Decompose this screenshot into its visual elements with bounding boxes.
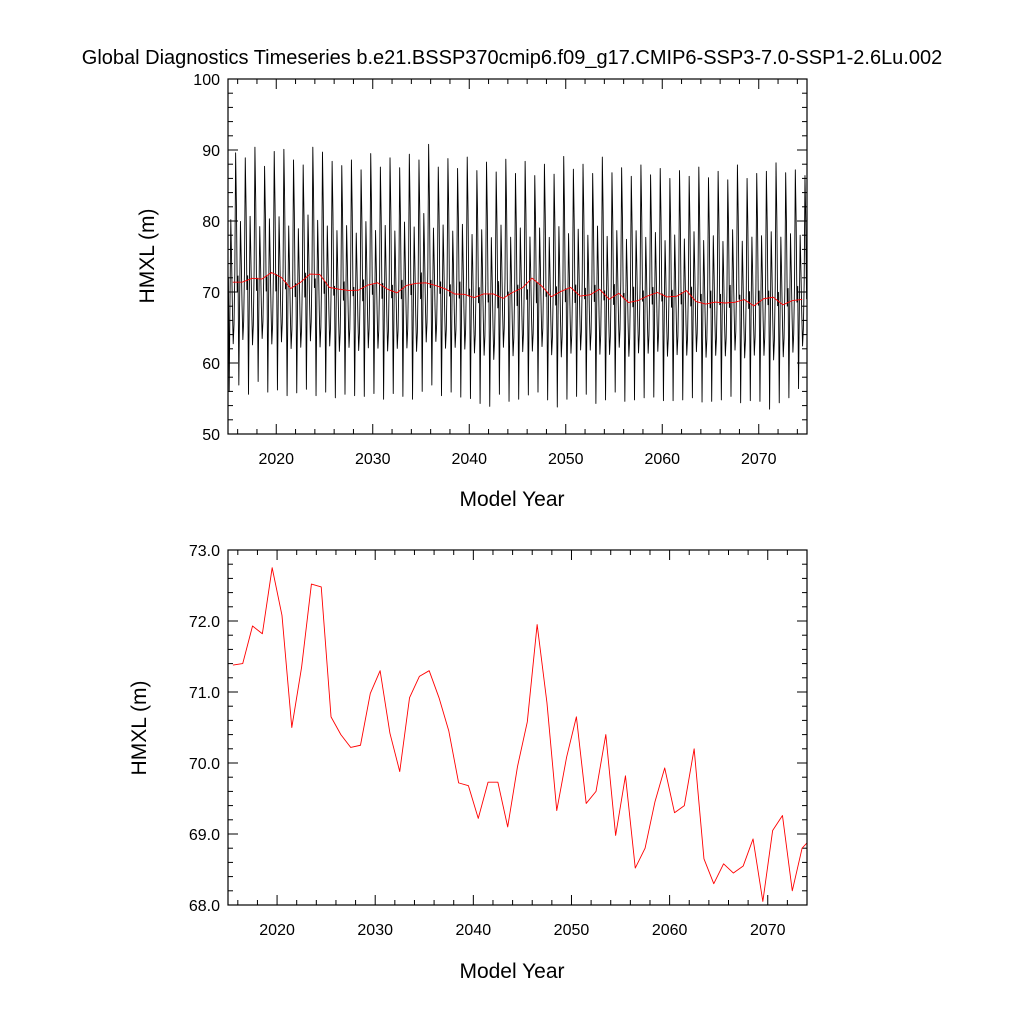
x-tick-label: 2060 [652, 922, 688, 939]
top-plot-frame [227, 78, 808, 435]
x-tick-label: 2040 [456, 922, 492, 939]
x-tick-label: 2030 [357, 922, 393, 939]
y-tick-label: 80 [202, 214, 220, 231]
y-tick-label: 71.0 [189, 685, 220, 702]
y-tick-label: 73.0 [189, 543, 220, 560]
y-tick-label: 70 [202, 285, 220, 302]
y-tick-label: 50 [202, 427, 220, 444]
bottom-panel: 2020 2030 2040 2050 2060 2070 68.0 69.0 70.0 71.0… [128, 543, 808, 983]
x-tick-label: 2040 [451, 451, 487, 468]
top-y-axis-label: HMXL (m) [136, 209, 159, 304]
chart-title: Global Diagnostics Timeseries b.e21.BSSP… [82, 47, 942, 69]
x-tick-label: 2070 [741, 451, 777, 468]
top-panel: 2020 2030 2040 2050 2060 2070 50 60 70 80 90 100 Mo… [136, 72, 808, 511]
y-tick-label: 70.0 [189, 756, 220, 773]
y-tick-label: 68.0 [189, 898, 220, 915]
x-tick-label: 2070 [750, 922, 786, 939]
bottom-x-axis-label: Model Year [459, 960, 564, 983]
x-tick-label: 2030 [355, 451, 391, 468]
y-tick-label: 90 [202, 143, 220, 160]
x-tick-label: 2060 [644, 451, 680, 468]
x-tick-label: 2050 [554, 922, 590, 939]
bottom-y-axis-label: HMXL (m) [128, 681, 151, 776]
y-tick-label: 72.0 [189, 614, 220, 631]
annual-mean-series-line [232, 567, 807, 902]
y-tick-label: 100 [193, 72, 220, 89]
bottom-plot-frame [227, 549, 808, 906]
x-tick-label: 2050 [548, 451, 584, 468]
y-tick-label: 60 [202, 356, 220, 373]
x-tick-label: 2020 [258, 451, 294, 468]
y-tick-label: 69.0 [189, 827, 220, 844]
annual-mean-series-line [232, 272, 803, 307]
top-x-axis-label: Model Year [459, 488, 564, 511]
monthly-series-line [228, 143, 807, 410]
x-tick-label: 2020 [259, 922, 295, 939]
